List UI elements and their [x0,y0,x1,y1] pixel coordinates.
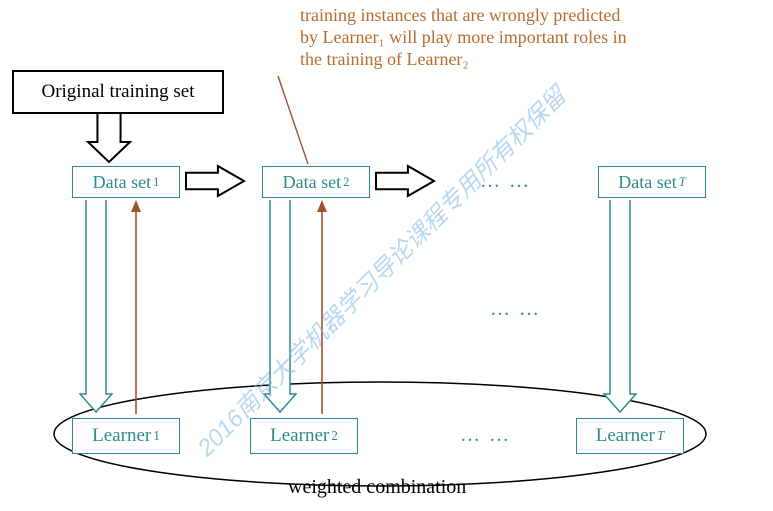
arrow-right-outline [376,166,434,196]
learner2-label: Learner [270,425,329,447]
arrow-right-outline [186,166,244,196]
learner1-label: Learner [92,425,151,447]
datasetT-label: Data set [618,172,676,193]
dataset1-box: Data set1 [72,166,180,198]
dataset1-subscript: 1 [153,175,159,190]
learner2-subscript: 2 [331,428,338,444]
caption-weighted-combination: weighted combination [288,476,466,499]
ellipsis-mid: … … [490,298,541,321]
ellipsis-bottom: … … [460,424,511,447]
datasetT-subscript: T [679,175,686,190]
learner1-subscript: 1 [153,428,160,444]
annotation-line: by Learner₁ will play more important rol… [300,26,627,48]
learnerT-label: Learner [596,425,655,447]
annotation-line: training instances that are wrongly pred… [300,4,627,26]
dataset2-box: Data set2 [262,166,370,198]
learner1-box: Learner1 [72,418,180,454]
arrow-feedback-up [317,200,327,414]
learnerT-subscript: T [657,428,664,444]
dataset2-subscript: 2 [343,175,349,190]
datasetT-box: Data setT [598,166,706,198]
learner2-box: Learner2 [250,418,358,454]
arrow-open-down [80,200,112,412]
annotation-text: training instances that are wrongly pred… [300,4,627,70]
annotation-line: the training of Learner₂ [300,48,627,70]
arrow-down-outline [88,112,130,162]
ellipsis-top: … … [480,170,531,193]
dataset2-label: Data set [283,172,341,193]
arrow-open-down [604,200,636,412]
dataset1-label: Data set [93,172,151,193]
arrow-feedback-up [131,200,141,414]
original-label: Original training set [41,81,194,103]
annotation-callout-line [278,76,308,164]
arrow-open-down [264,200,296,412]
original-box: Original training set [12,70,224,114]
learnerT-box: LearnerT [576,418,684,454]
